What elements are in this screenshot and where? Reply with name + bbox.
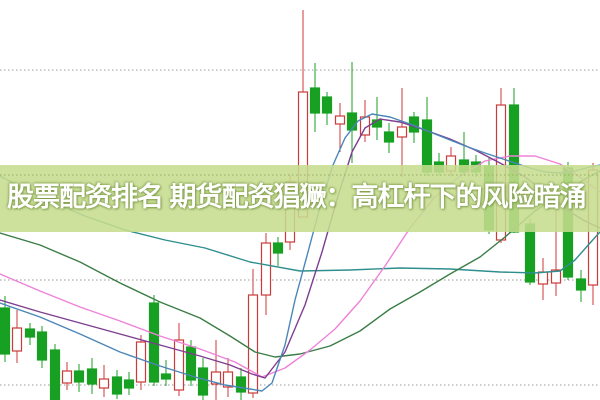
candle-down — [575, 278, 587, 291]
candle-up — [173, 339, 185, 391]
candle-down — [197, 367, 209, 396]
candle-down — [49, 349, 61, 400]
candle-up — [334, 115, 346, 125]
candle-down — [123, 379, 135, 389]
candle-down — [73, 370, 85, 383]
candle-up — [537, 271, 549, 285]
candle-down — [86, 368, 98, 385]
ma-pink — [0, 155, 600, 378]
candle-down — [309, 87, 321, 114]
candle-down — [421, 119, 433, 173]
candle-down — [321, 96, 333, 114]
candle-up — [11, 327, 23, 352]
candle-down — [185, 346, 197, 381]
candle-up — [98, 378, 110, 389]
candle-up — [260, 242, 272, 296]
candle-down — [36, 331, 48, 361]
candle-down — [111, 376, 123, 395]
candle-up — [396, 126, 408, 138]
candle-up — [222, 371, 234, 388]
headline-text: 股票配资排名 期货配资猖獗：高杠杆下的风险暗涌 — [7, 182, 587, 212]
candle-up — [550, 269, 562, 284]
candle-up — [135, 341, 147, 383]
candle-down — [383, 131, 395, 143]
candle-down — [346, 112, 358, 131]
candle-down — [0, 307, 11, 355]
headline-banner — [0, 165, 600, 232]
candle-up — [247, 294, 259, 394]
candle-down — [272, 242, 284, 254]
candle-down — [24, 328, 36, 338]
candle-down — [235, 376, 247, 393]
candle-up — [61, 370, 73, 384]
candle-down — [160, 373, 172, 380]
candle-up — [210, 371, 222, 385]
